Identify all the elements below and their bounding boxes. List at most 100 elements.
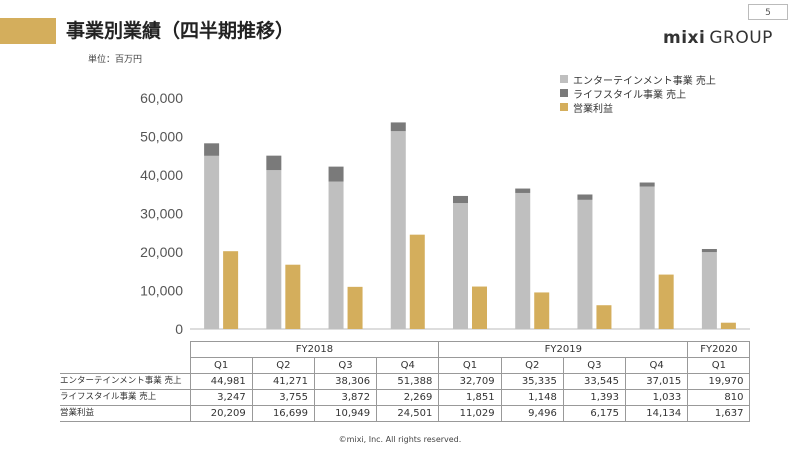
- table-cell: 33,545: [562, 373, 627, 390]
- page-title: 事業別業績（四半期推移）: [66, 20, 295, 42]
- legend-label: エンターテインメント事業 売上: [573, 75, 716, 87]
- table-corner: [60, 342, 190, 358]
- unit-label: 単位：百万円: [88, 55, 143, 65]
- page-number: 5: [748, 4, 788, 20]
- legend-swatch: [560, 75, 568, 83]
- table-row: 営業利益 20,209 16,699 10,949 24,501 11,029 9,496 6…: [60, 405, 751, 422]
- y-tick-label: 40,000: [140, 167, 183, 183]
- bar-entertainment-sales: [453, 203, 468, 329]
- bar-lifestyle-sales: [639, 182, 655, 187]
- legend-label: 営業利益: [573, 103, 613, 115]
- table-cell: 3,755: [251, 389, 315, 406]
- table-cell: 16,699: [251, 405, 315, 422]
- logo-brand: mixi: [663, 28, 706, 48]
- table-cell: 9,496: [500, 405, 564, 422]
- quarter-header: Q1: [438, 357, 502, 374]
- bar-operating-profit: [596, 305, 612, 329]
- title-accent-bar: [0, 18, 56, 44]
- bar-lifestyle-sales: [390, 122, 406, 132]
- legend-item: エンターテインメント事業 売上: [560, 72, 716, 87]
- bar-lifestyle-sales: [577, 194, 593, 200]
- table-row: エンターテインメント事業 売上 44,981 41,271 38,306 51,388 3…: [60, 373, 751, 390]
- quarter-header: Q3: [562, 357, 627, 374]
- table-cell: 51,388: [376, 373, 440, 390]
- table-cell: 1,393: [562, 389, 627, 406]
- row-label: 営業利益: [60, 405, 191, 422]
- table-cell: 3,872: [313, 389, 378, 406]
- y-tick-label: 30,000: [140, 206, 183, 222]
- table-cell: 10,949: [313, 405, 378, 422]
- bar-operating-profit: [285, 264, 301, 329]
- bar-entertainment-sales: [204, 155, 220, 329]
- bar-lifestyle-sales: [701, 248, 717, 253]
- copyright: ©mixi, Inc. All rights reserved.: [338, 435, 462, 444]
- table-cell: 6,175: [562, 405, 627, 422]
- bar-lifestyle-sales: [515, 188, 531, 193]
- table-cell: 38,306: [313, 373, 378, 390]
- table-cell: 3,247: [189, 389, 253, 406]
- fiscal-year-header: FY2019: [438, 341, 689, 358]
- table-cell: 14,134: [625, 405, 689, 422]
- fiscal-year-header: FY2020: [687, 341, 751, 358]
- quarter-header: Q1: [189, 357, 253, 374]
- bar-lifestyle-sales: [453, 195, 468, 204]
- fiscal-year-header: FY2018: [189, 341, 440, 358]
- quarter-header: Q1: [687, 357, 751, 374]
- bar-operating-profit: [347, 286, 363, 329]
- table-cell: 44,981: [189, 373, 253, 390]
- bar-operating-profit: [658, 274, 674, 329]
- row-label: ライフスタイル事業 売上: [60, 389, 191, 406]
- table-cell: 20,209: [189, 405, 253, 422]
- bar-chart: 60,000 50,000 40,000 30,000 20,000 10,000 0: [140, 90, 750, 337]
- bar-operating-profit: [472, 286, 487, 329]
- table-cell: 1,148: [500, 389, 564, 406]
- bar-entertainment-sales: [639, 186, 655, 329]
- legend-label: ライフスタイル事業 売上: [573, 89, 687, 101]
- row-label: エンターテインメント事業 売上: [60, 373, 191, 390]
- bar-entertainment-sales: [390, 131, 406, 329]
- logo-suffix: GROUP: [709, 28, 773, 48]
- data-table: FY2018 FY2019 FY2020 Q1 Q2 Q3 Q4 Q1 Q2 Q3 Q4 Q1 エンター…: [60, 341, 751, 422]
- table-cell: 11,029: [438, 405, 502, 422]
- quarter-header: Q4: [376, 357, 440, 374]
- table-cell: 41,271: [251, 373, 315, 390]
- y-tick-label: 0: [175, 321, 183, 337]
- quarter-header: Q3: [313, 357, 378, 374]
- bar-entertainment-sales: [515, 192, 531, 329]
- table-row: ライフスタイル事業 売上 3,247 3,755 3,872 2,269 1,851 1,1…: [60, 389, 751, 406]
- bar-lifestyle-sales: [204, 143, 220, 156]
- bar-lifestyle-sales: [328, 166, 344, 182]
- bar-lifestyle-sales: [266, 155, 282, 171]
- table-cell: 2,269: [376, 389, 440, 406]
- table-cell: 35,335: [500, 373, 564, 390]
- bar-operating-profit: [223, 251, 239, 329]
- table-cell: 24,501: [376, 405, 440, 422]
- bar-entertainment-sales: [266, 170, 282, 329]
- bar-entertainment-sales: [577, 199, 593, 329]
- table-cell: 1,851: [438, 389, 502, 406]
- legend-item: ライフスタイル事業 売上: [560, 86, 716, 101]
- y-tick-label: 20,000: [140, 244, 183, 260]
- quarter-header: Q4: [625, 357, 689, 374]
- bar-operating-profit: [534, 292, 550, 329]
- chart-legend: エンターテインメント事業 売上 ライフスタイル事業 売上 営業利益: [560, 72, 716, 115]
- bar-entertainment-sales: [328, 181, 344, 329]
- table-cell: 810: [687, 389, 751, 406]
- quarter-header: Q2: [500, 357, 564, 374]
- quarter-header: Q2: [251, 357, 315, 374]
- legend-item: 営業利益: [560, 100, 716, 115]
- table-cell: 37,015: [625, 373, 689, 390]
- table-corner: [60, 358, 190, 374]
- y-tick-label: 50,000: [140, 129, 183, 145]
- table-cell: 32,709: [438, 373, 502, 390]
- legend-swatch: [560, 103, 568, 111]
- bar-operating-profit: [409, 234, 425, 329]
- y-tick-label: 60,000: [140, 90, 183, 106]
- y-tick-label: 10,000: [140, 283, 183, 299]
- company-logo: mixi GROUP: [663, 28, 773, 48]
- table-cell: 1,637: [687, 405, 751, 422]
- legend-swatch: [560, 89, 568, 97]
- bar-entertainment-sales: [701, 252, 717, 329]
- table-cell: 1,033: [625, 389, 689, 406]
